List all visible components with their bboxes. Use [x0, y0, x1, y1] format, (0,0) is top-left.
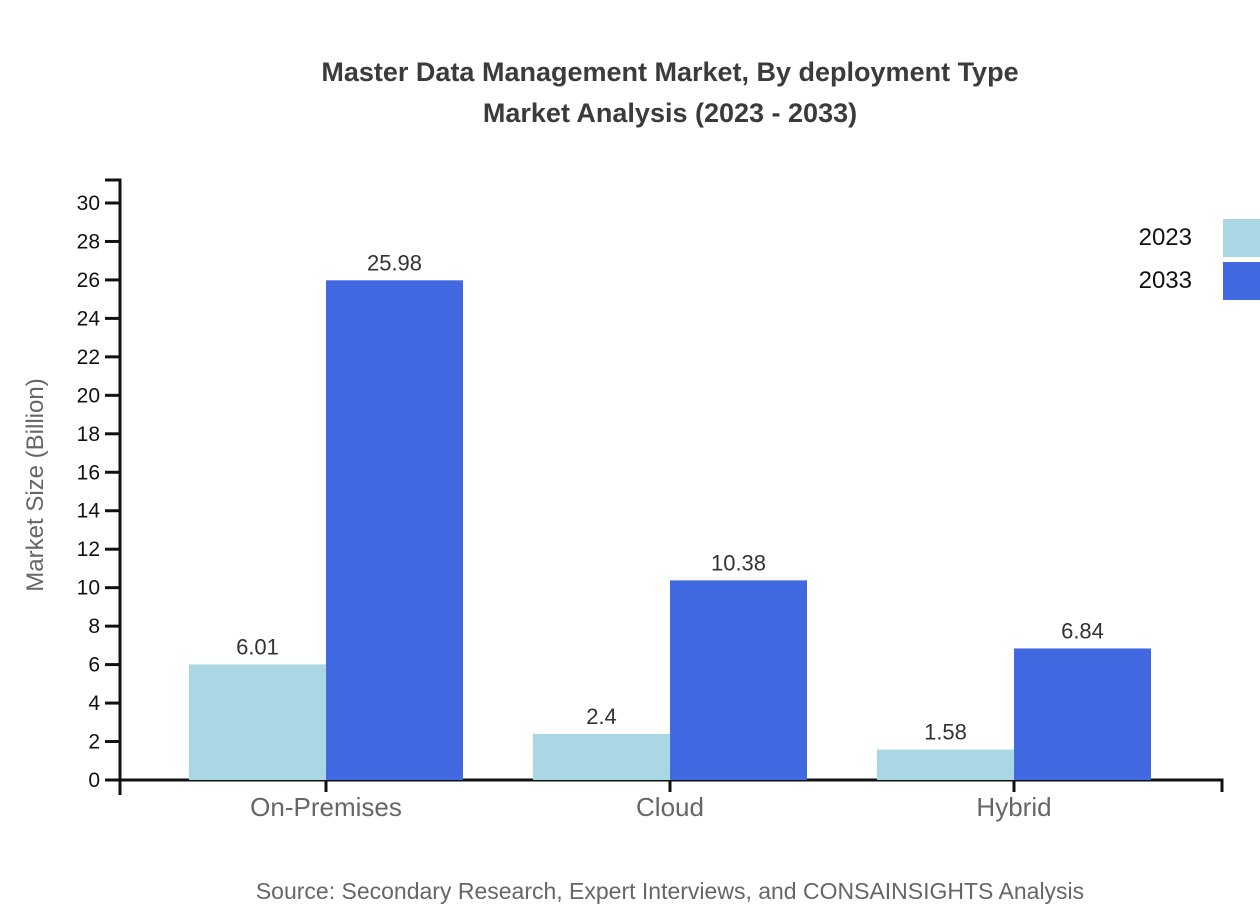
- value-label-2033-hybrid: 6.84: [1061, 618, 1104, 643]
- legend-item-2033: 2033: [1139, 262, 1260, 300]
- bar-2033-cloud: [670, 580, 807, 780]
- bar-2023-hybrid: [877, 749, 1014, 780]
- y-tick-label-14: 14: [77, 500, 101, 523]
- y-tick-label-22: 22: [77, 346, 100, 369]
- y-tick-label-28: 28: [77, 230, 100, 253]
- value-label-2033-on-premises: 25.98: [367, 250, 422, 275]
- chart-title-line2: Market Analysis (2023 - 2033): [482, 98, 858, 128]
- x-axis-line: [120, 778, 1224, 792]
- chart-title: Master Data Management Market, By deploy…: [80, 52, 1260, 134]
- legend-swatch-2023: [1223, 219, 1260, 257]
- y-tick-label-2: 2: [88, 731, 100, 754]
- y-tick-label-20: 20: [77, 384, 100, 407]
- value-label-2023-hybrid: 1.58: [924, 720, 967, 745]
- category-label-on-premises: On-Premises: [250, 792, 402, 822]
- legend-label-2033: 2033: [1138, 267, 1192, 294]
- y-tick-label-4: 4: [88, 692, 100, 715]
- category-label-hybrid: Hybrid: [976, 792, 1051, 822]
- y-tick-label-8: 8: [88, 615, 100, 638]
- chart-title-line1: Master Data Management Market, By deploy…: [321, 57, 1019, 87]
- y-tick-label-6: 6: [88, 654, 100, 677]
- bar-2033-hybrid: [1014, 648, 1151, 780]
- value-label-2023-on-premises: 6.01: [236, 634, 279, 659]
- category-label-cloud: Cloud: [636, 792, 704, 822]
- y-tick-label-30: 30: [77, 192, 100, 215]
- y-tick-label-0: 0: [88, 769, 100, 792]
- value-label-2033-cloud: 10.38: [711, 550, 766, 575]
- chart-legend: 2023 2033: [1139, 219, 1260, 300]
- value-label-2023-cloud: 2.4: [586, 704, 617, 729]
- legend-label-2023: 2023: [1138, 224, 1192, 251]
- y-tick-label-26: 26: [77, 269, 100, 292]
- bar-2023-on-premises: [189, 664, 326, 780]
- bar-2033-on-premises: [326, 280, 463, 780]
- y-tick-label-10: 10: [77, 577, 100, 600]
- y-tick-label-12: 12: [77, 538, 100, 561]
- legend-item-2023: 2023: [1139, 219, 1260, 257]
- bar-2023-cloud: [533, 733, 670, 780]
- legend-swatch-2033: [1223, 262, 1260, 300]
- y-axis-line: [105, 178, 122, 795]
- y-tick-label-24: 24: [77, 307, 101, 330]
- y-tick-label-16: 16: [77, 461, 100, 484]
- source-attribution: Source: Secondary Research, Expert Inter…: [255, 878, 1085, 904]
- y-tick-label-18: 18: [77, 423, 100, 446]
